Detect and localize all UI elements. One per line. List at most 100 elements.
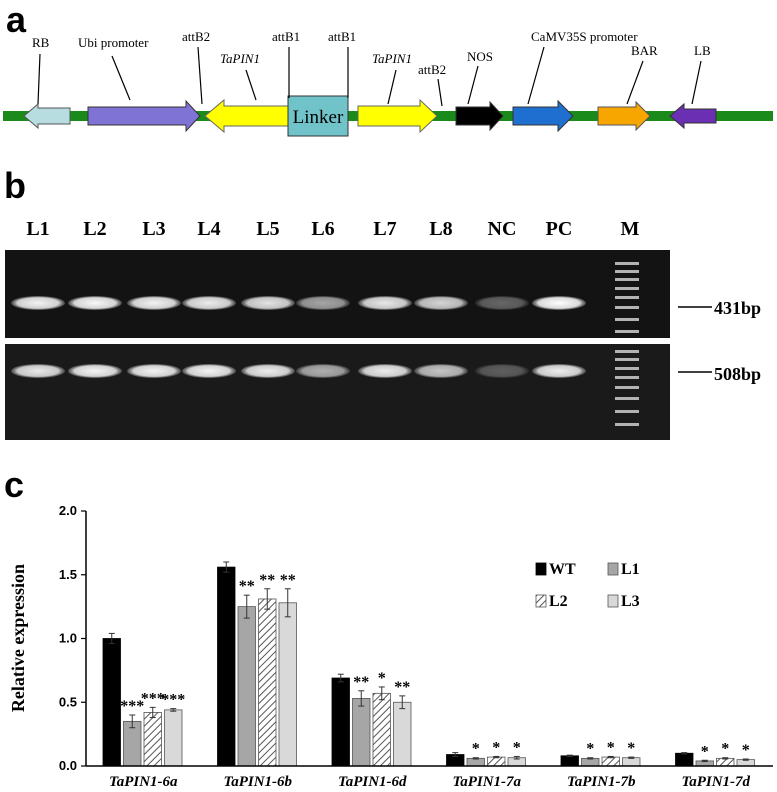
- gel-band-top-l3: [127, 296, 181, 310]
- bar-l3-tapin1-6b: [278, 602, 297, 767]
- significance-marker: *: [607, 739, 615, 756]
- gel-lane-label-l3: L3: [142, 218, 165, 240]
- gel-lane-label-l7: L7: [373, 218, 396, 240]
- significance-marker: **: [239, 578, 255, 595]
- bar-l2-tapin1-6b: [258, 598, 277, 767]
- significance-marker: **: [394, 679, 410, 696]
- ladder-band: [615, 358, 639, 361]
- gel-lane-label-l5: L5: [256, 218, 279, 240]
- ladder-band: [615, 410, 639, 413]
- gel-band-bottom-l4: [182, 364, 236, 378]
- gel-lane-label-l6: L6: [311, 218, 334, 240]
- gel-ladder: [615, 262, 639, 426]
- bar-l2-tapin1-6a: [143, 712, 162, 767]
- ubi-promoter-label: Ubi promoter: [78, 35, 149, 50]
- significance-marker: *: [627, 740, 635, 757]
- gel-band-top-l6: [296, 296, 350, 310]
- camv35s-promoter-label: CaMV35S promoter: [531, 29, 638, 44]
- x-category-label: TaPIN1-7a: [452, 774, 521, 790]
- ladder-band: [615, 350, 639, 353]
- gel-bands: [11, 296, 586, 378]
- ladder-band: [615, 423, 639, 426]
- significance-marker: ***: [120, 698, 144, 715]
- attb2-left-label: attB2: [182, 29, 210, 44]
- x-category-label: TaPIN1-7d: [681, 774, 750, 790]
- gel-lane-label-l8: L8: [429, 218, 452, 240]
- ladder-band: [615, 296, 639, 299]
- gel-band-top-l2: [68, 296, 122, 310]
- significance-marker: *: [742, 742, 750, 759]
- bar-l3-tapin1-6a: [164, 709, 183, 767]
- significance-marker: *: [701, 743, 709, 760]
- bar-l1-tapin1-6b: [237, 606, 256, 767]
- attb2-right-label: attB2: [418, 62, 446, 77]
- y-tick-label: 0.0: [59, 758, 77, 773]
- panel-label-a: a: [6, 0, 27, 40]
- significance-marker: ***: [141, 690, 165, 707]
- y-tick-label: 1.5: [59, 567, 77, 582]
- gel-lane-labels: L1 L2 L3 L4 L5 L6 L7 L8 NC PC M: [26, 218, 639, 240]
- panel-b-gel: b L1 L2 L3 L4 L5 L6 L7 L8 NC PC M 431bp 508bp: [4, 165, 761, 440]
- gel-lane-label-pc: PC: [546, 218, 573, 240]
- gel-band-top-l1: [11, 296, 65, 310]
- x-category-label: TaPIN1-6d: [338, 774, 407, 790]
- bar-label: BAR: [631, 43, 658, 58]
- significance-marker: **: [353, 674, 369, 691]
- ubi-promoter-arrow: [87, 99, 201, 133]
- significance-marker: **: [280, 572, 296, 589]
- gel-band-bottom-pc: [532, 364, 586, 378]
- panel-label-c: c: [4, 464, 24, 505]
- gel-lane-label-l2: L2: [83, 218, 106, 240]
- ladder-band: [615, 278, 639, 281]
- legend-swatch-wt: [535, 562, 547, 576]
- attb1-left-label: attB1: [272, 29, 300, 44]
- gel-lane-label-l1: L1: [26, 218, 49, 240]
- significance-marker: *: [513, 739, 521, 756]
- significance-marker: *: [586, 741, 594, 758]
- gel-band-bottom-l5: [241, 364, 295, 378]
- y-axis: 0.0 0.5 1.0 1.5 2.0: [59, 503, 87, 773]
- bar-wt-tapin1-7b: [560, 755, 579, 767]
- lb-label: LB: [694, 43, 711, 58]
- legend-label-l1: L1: [621, 561, 640, 578]
- band-size-508bp: 508bp: [714, 364, 761, 384]
- bar-l3-tapin1-7b: [622, 757, 641, 767]
- gel-lane-label-l4: L4: [197, 218, 220, 240]
- x-category-label: TaPIN1-7b: [567, 774, 636, 790]
- gel-band-top-pc: [532, 296, 586, 310]
- legend-swatch-l3: [607, 594, 619, 608]
- significance-marker: **: [259, 572, 275, 589]
- ladder-band: [615, 270, 639, 273]
- significance-marker: *: [492, 739, 500, 756]
- tapin1-right-label: TaPIN1: [372, 51, 412, 66]
- ladder-band: [615, 367, 639, 370]
- gel-band-bottom-nc: [475, 364, 529, 378]
- significance-marker: *: [472, 741, 480, 758]
- y-axis-title: Relative expression: [8, 564, 28, 712]
- gel-band-bottom-l1: [11, 364, 65, 378]
- legend-swatch-l2: [535, 594, 547, 608]
- bar-l2-tapin1-6d: [372, 692, 391, 767]
- gel-band-bottom-l7: [358, 364, 412, 378]
- bar-arrow: [597, 100, 651, 132]
- camv35s-promoter-arrow: [512, 99, 574, 133]
- bar-wt-tapin1-6d: [331, 677, 350, 767]
- ladder-band: [615, 262, 639, 265]
- rb-arrow: [23, 102, 71, 130]
- ladder-band: [615, 318, 639, 321]
- ladder-band: [615, 397, 639, 400]
- bar-l1-tapin1-7a: [466, 757, 485, 767]
- bar-l2-tapin1-7a: [487, 756, 506, 767]
- nos-label: NOS: [467, 49, 493, 64]
- nos-arrow: [455, 100, 504, 132]
- significance-marker: *: [721, 741, 729, 758]
- ladder-band: [615, 287, 639, 290]
- ladder-band: [615, 306, 639, 309]
- gel-band-top-l4: [182, 296, 236, 310]
- bars: *********** ** **** **** * * * * * * * *: [102, 561, 755, 767]
- gel-band-bottom-l8: [414, 364, 468, 378]
- bar-l1-tapin1-7b: [581, 757, 600, 767]
- bar-wt-tapin1-7d: [675, 752, 694, 767]
- legend-swatch-l1: [607, 562, 619, 576]
